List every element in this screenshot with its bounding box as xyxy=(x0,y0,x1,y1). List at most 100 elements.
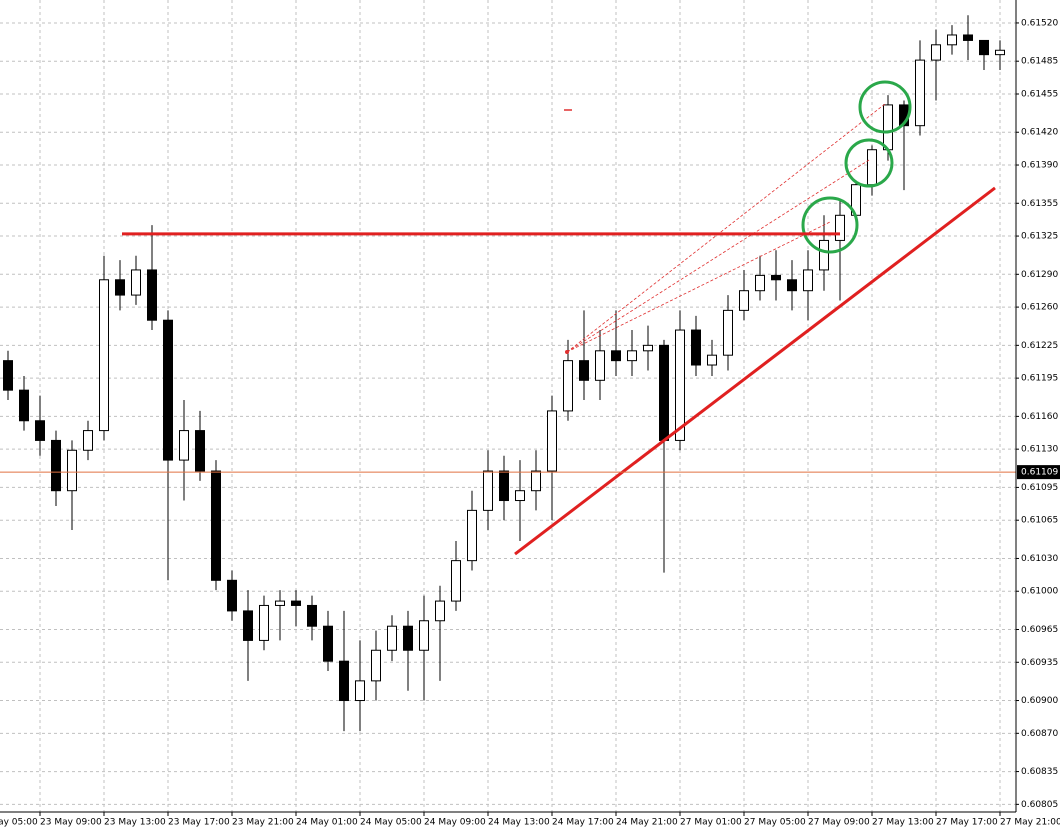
x-tick-label: 23 May 17:00 xyxy=(168,818,230,828)
candle-body xyxy=(291,600,301,606)
y-tick-label: 0.61325 xyxy=(1021,232,1058,242)
candle-body xyxy=(355,680,365,702)
last-price-label: 0.61109 xyxy=(1021,468,1058,478)
candle-body xyxy=(627,350,637,362)
candle-body xyxy=(275,600,285,606)
x-tick-label: 24 May 01:00 xyxy=(296,818,358,828)
candle-body xyxy=(979,39,989,56)
candle-body xyxy=(435,600,445,622)
highlight-circle xyxy=(801,196,859,254)
candle-body xyxy=(835,214,845,241)
candle-body xyxy=(963,34,973,41)
candle-body xyxy=(83,430,93,451)
dashed-line xyxy=(566,221,831,353)
candle-body xyxy=(131,269,141,296)
candle-body xyxy=(931,44,941,61)
y-tick-label: 0.61000 xyxy=(1021,587,1058,597)
candle-body xyxy=(451,560,461,602)
y-tick-label: 0.61420 xyxy=(1021,128,1058,138)
trend-line xyxy=(514,186,996,556)
y-tick-label: 0.61290 xyxy=(1021,270,1058,280)
y-tick-label: 0.60870 xyxy=(1021,729,1058,739)
candle-body xyxy=(883,104,893,151)
plot-area xyxy=(3,15,1005,732)
candle-body xyxy=(147,269,157,321)
y-tick-label: 0.61130 xyxy=(1021,445,1058,455)
candle-body xyxy=(691,329,701,366)
candle-body xyxy=(163,319,173,461)
candle-body xyxy=(483,470,493,511)
y-tick-label: 0.61065 xyxy=(1021,516,1058,526)
candle-body xyxy=(947,34,957,46)
x-tick-label: 24 May 17:00 xyxy=(552,818,614,828)
x-tick-label: 27 May 17:00 xyxy=(936,818,998,828)
y-tick-label: 0.61355 xyxy=(1021,199,1058,209)
highlight-circle xyxy=(844,138,894,188)
projection-lines xyxy=(566,103,886,353)
y-tick-label: 0.61455 xyxy=(1021,89,1058,99)
y-tick-label: 0.61195 xyxy=(1021,374,1058,384)
candle-body xyxy=(867,149,877,186)
candle-body xyxy=(675,329,685,441)
candle-body xyxy=(995,49,1005,56)
candle-body xyxy=(659,344,669,441)
y-tick-label: 0.61260 xyxy=(1021,303,1058,313)
y-tick-label: 0.61225 xyxy=(1021,341,1058,351)
y-tick-label: 0.61160 xyxy=(1021,412,1058,422)
candle-body xyxy=(611,350,621,362)
x-tick-label: 23 May 05:00 xyxy=(0,818,38,828)
candle-body xyxy=(515,490,525,502)
candle-body xyxy=(915,59,925,127)
y-tick-label: 0.61390 xyxy=(1021,161,1058,171)
y-tick-label: 0.61485 xyxy=(1021,57,1058,67)
candle-body xyxy=(499,470,509,502)
candle-body xyxy=(115,279,125,296)
candle-body xyxy=(99,279,109,432)
x-tick-label: 23 May 09:00 xyxy=(40,818,102,828)
candle-body xyxy=(419,620,429,651)
candle-body xyxy=(579,360,589,381)
highlight-circle xyxy=(858,80,912,134)
last-price-box xyxy=(1017,465,1060,480)
x-tick-label: 27 May 01:00 xyxy=(680,818,742,828)
x-tick-label: 27 May 09:00 xyxy=(808,818,870,828)
y-tick-label: 0.61095 xyxy=(1021,483,1058,493)
candle-body xyxy=(643,344,653,352)
candle-body xyxy=(307,604,317,627)
y-tick-label: 0.61520 xyxy=(1021,18,1058,28)
y-tick-label: 0.60835 xyxy=(1021,767,1058,777)
anchor-point xyxy=(565,350,569,354)
candle-body xyxy=(35,420,45,441)
candle-body xyxy=(211,470,221,581)
candle-body xyxy=(371,649,381,682)
candle-body xyxy=(259,604,269,641)
y-tick-label: 0.60900 xyxy=(1021,696,1058,706)
candle-body xyxy=(595,350,605,381)
candle-body xyxy=(243,610,253,641)
candle-body xyxy=(707,354,717,366)
x-tick-label: 24 May 13:00 xyxy=(488,818,550,828)
x-tick-label: 24 May 21:00 xyxy=(616,818,678,828)
candle-body xyxy=(51,439,61,492)
x-tick-label: 24 May 05:00 xyxy=(360,818,422,828)
x-tick-label: 23 May 13:00 xyxy=(104,818,166,828)
candle-body xyxy=(563,360,573,412)
y-tick-label: 0.61030 xyxy=(1021,554,1058,564)
candle-body xyxy=(195,430,205,472)
x-tick-label: 27 May 05:00 xyxy=(744,818,806,828)
dashed-line xyxy=(566,103,886,353)
axes: 0.61520 0.61485 0.61455 0.61420 0.61390 0.613… xyxy=(0,18,1060,828)
candle-body xyxy=(467,509,477,562)
candle-body xyxy=(227,579,237,612)
candle-body xyxy=(739,290,749,311)
candle-body xyxy=(755,274,765,292)
annotations xyxy=(0,80,1016,556)
candle-body xyxy=(387,625,397,651)
candle-body xyxy=(803,269,813,292)
candle-body xyxy=(19,389,29,422)
candle-body xyxy=(547,410,557,472)
candle-body xyxy=(531,470,541,492)
x-tick-label: 27 May 21:00 xyxy=(1000,818,1060,828)
candle-body xyxy=(67,449,77,492)
